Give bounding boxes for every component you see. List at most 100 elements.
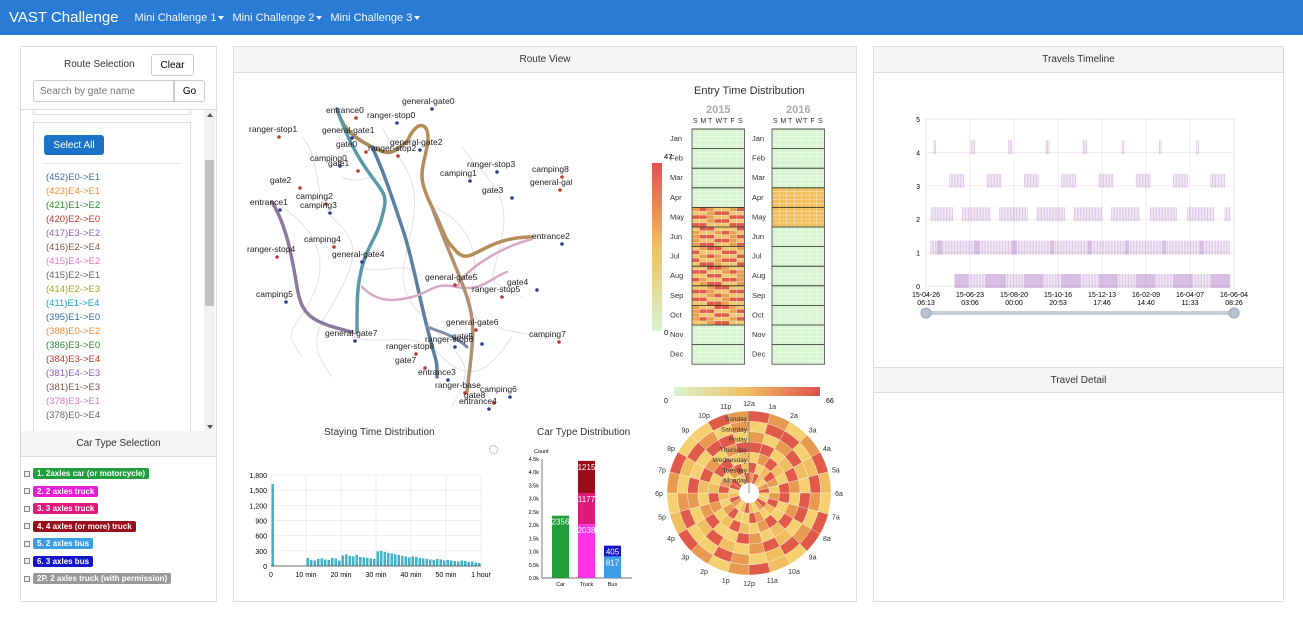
calendar-cell[interactable] (729, 168, 737, 172)
calendar-cell[interactable] (722, 270, 730, 274)
calendar-cell[interactable] (692, 285, 700, 290)
calendar-cell[interactable] (794, 183, 802, 188)
gate-marker[interactable] (354, 116, 358, 120)
travel-tick[interactable] (1204, 274, 1206, 288)
calendar-cell[interactable] (802, 156, 810, 161)
calendar-cell[interactable] (737, 293, 745, 298)
calendar-cell[interactable] (802, 328, 810, 333)
calendar-cell[interactable] (714, 234, 722, 239)
travel-tick[interactable] (1164, 240, 1166, 255)
travel-tick[interactable] (976, 240, 978, 255)
travel-tick[interactable] (1207, 240, 1209, 255)
calendar-cell[interactable] (779, 140, 787, 145)
travel-tick[interactable] (1215, 240, 1217, 255)
calendar-cell[interactable] (714, 262, 722, 266)
calendar-cell[interactable] (809, 262, 817, 266)
menu-mini-challenge-3[interactable]: Mini Challenge 3 (330, 12, 421, 24)
calendar-cell[interactable] (692, 219, 700, 223)
travel-tick[interactable] (1100, 173, 1101, 188)
calendar-cell[interactable] (722, 301, 730, 306)
route-item[interactable]: (381)E1->E3 (46, 382, 101, 393)
travel-tick[interactable] (953, 240, 955, 255)
staying-time-bar[interactable] (460, 560, 464, 566)
travel-tick[interactable] (1086, 274, 1088, 288)
calendar-cell[interactable] (787, 313, 795, 317)
travel-tick[interactable] (1004, 240, 1006, 255)
travel-tick[interactable] (992, 173, 994, 188)
travel-tick[interactable] (1118, 240, 1120, 255)
travel-tick[interactable] (1043, 240, 1045, 255)
travel-tick[interactable] (987, 207, 989, 222)
travel-tick[interactable] (982, 240, 984, 255)
calendar-cell[interactable] (692, 356, 700, 360)
travel-tick[interactable] (1013, 240, 1015, 255)
calendar-cell[interactable] (809, 277, 817, 282)
calendar-cell[interactable] (707, 313, 715, 317)
calendar-cell[interactable] (787, 270, 795, 274)
calendar-cell[interactable] (772, 293, 780, 298)
staying-time-bar[interactable] (313, 560, 317, 566)
travel-tick[interactable] (1111, 274, 1113, 288)
calendar-cell[interactable] (817, 238, 825, 243)
calendar-cell[interactable] (802, 301, 810, 306)
travel-tick[interactable] (1107, 173, 1109, 188)
calendar-cell[interactable] (692, 238, 700, 243)
calendar-cell[interactable] (817, 199, 825, 204)
calendar-cell[interactable] (779, 270, 787, 274)
calendar-cell[interactable] (802, 348, 810, 353)
travel-tick[interactable] (1175, 274, 1177, 288)
staying-time-bar[interactable] (474, 562, 478, 566)
travel-tick[interactable] (1084, 140, 1086, 155)
calendar-cell[interactable] (729, 336, 737, 341)
calendar-cell[interactable] (692, 195, 700, 200)
travel-tick[interactable] (1075, 207, 1077, 222)
travel-tick[interactable] (1087, 207, 1089, 222)
travel-tick[interactable] (1103, 173, 1105, 188)
calendar-cell[interactable] (699, 187, 707, 192)
travel-tick[interactable] (1128, 240, 1130, 255)
travel-tick[interactable] (1134, 240, 1136, 255)
travel-tick[interactable] (983, 240, 985, 255)
calendar-cell[interactable] (794, 246, 802, 251)
travel-tick[interactable] (936, 240, 938, 255)
calendar-cell[interactable] (707, 195, 715, 200)
gate-marker[interactable] (284, 300, 288, 304)
calendar-cell[interactable] (817, 309, 825, 313)
travel-tick[interactable] (1222, 240, 1224, 255)
travel-tick[interactable] (1083, 207, 1084, 222)
calendar-cell[interactable] (737, 132, 745, 137)
calendar-cell[interactable] (737, 266, 745, 270)
calendar-cell[interactable] (794, 360, 802, 364)
travel-tick[interactable] (1090, 240, 1092, 255)
calendar-cell[interactable] (714, 211, 722, 215)
travel-tick[interactable] (1025, 274, 1027, 288)
travel-tick[interactable] (1176, 240, 1178, 255)
travel-tick[interactable] (1000, 274, 1002, 288)
travel-tick[interactable] (958, 240, 960, 255)
calendar-cell[interactable] (714, 317, 722, 321)
calendar-cell[interactable] (722, 199, 730, 204)
route-item[interactable]: (395)E1->E0 (46, 312, 101, 323)
travel-tick[interactable] (1107, 274, 1109, 288)
travel-tick[interactable] (1113, 240, 1115, 255)
calendar-cell[interactable] (817, 176, 825, 180)
travel-tick[interactable] (1181, 274, 1183, 288)
travel-tick[interactable] (1001, 240, 1003, 255)
calendar-cell[interactable] (794, 321, 802, 325)
calendar-cell[interactable] (699, 207, 707, 212)
travel-tick[interactable] (1087, 240, 1089, 255)
calendar-cell[interactable] (794, 325, 802, 329)
travel-tick[interactable] (1089, 240, 1091, 255)
route-item[interactable]: (378)E3->E1 (46, 396, 101, 407)
calendar-cell[interactable] (809, 317, 817, 321)
travel-tick[interactable] (1202, 240, 1204, 255)
travel-tick[interactable] (1008, 207, 1010, 222)
travel-tick[interactable] (1044, 274, 1046, 288)
calendar-cell[interactable] (714, 313, 722, 317)
staying-time-bar[interactable] (352, 556, 355, 566)
travel-tick[interactable] (1190, 207, 1192, 222)
calendar-cell[interactable] (794, 160, 802, 164)
staying-time-bar[interactable] (355, 554, 359, 566)
travel-tick[interactable] (1145, 274, 1147, 288)
calendar-cell[interactable] (772, 129, 780, 133)
